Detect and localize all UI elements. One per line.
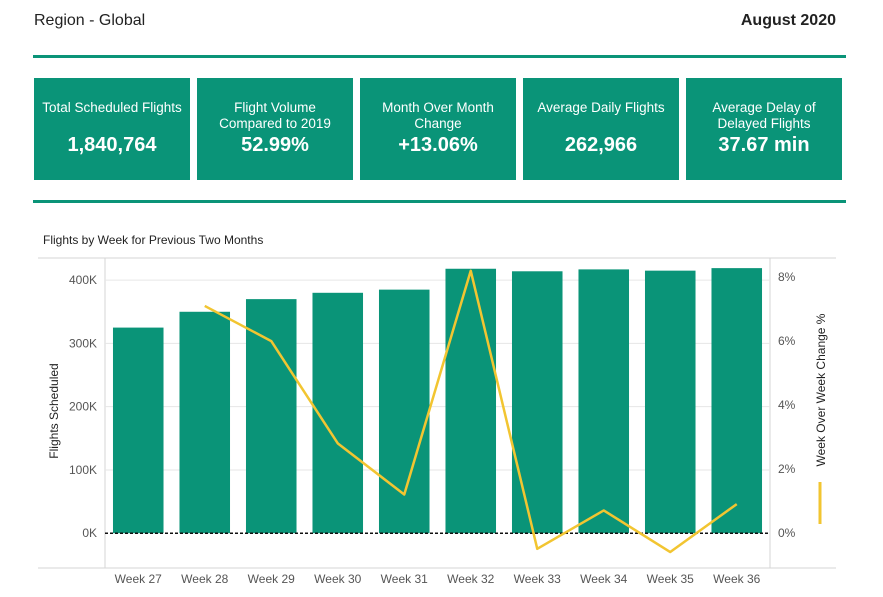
period-label: August 2020 (740, 12, 836, 29)
x-tick-label: Week 35 (647, 572, 694, 586)
y-tick-label: 200K (69, 400, 97, 414)
x-tick-label: Week 32 (447, 572, 494, 586)
y-tick-label: 100K (69, 463, 97, 477)
x-tick-label: Week 29 (248, 572, 295, 586)
bar (711, 268, 763, 534)
region-label: Region - Global (34, 12, 146, 29)
mid-divider (33, 200, 846, 203)
y-tick-label: 300K (69, 336, 97, 350)
y2-tick-label: 8% (778, 270, 796, 284)
bar (312, 292, 364, 534)
bar (112, 327, 164, 534)
x-tick-label: Week 30 (314, 572, 361, 586)
y2-tick-label: 6% (778, 334, 796, 348)
kpi-label: Month Over Month Change (382, 100, 494, 131)
x-tick-label: Week 27 (115, 572, 162, 586)
kpi-total-scheduled-flights: Total Scheduled Flights 1,840,764 (34, 78, 190, 180)
x-tick-label: Week 28 (181, 572, 228, 586)
y2-tick-label: 2% (778, 462, 796, 476)
kpi-average-delay: Average Delay of Delayed Flights 37.67 m… (686, 78, 842, 180)
kpi-value: 262,966 (564, 134, 638, 156)
kpi-average-daily-flights: Average Daily Flights 262,966 (523, 78, 679, 180)
bar (445, 268, 497, 534)
chart-title: Flights by Week for Previous Two Months (43, 233, 264, 247)
y-tick-label: 400K (69, 273, 97, 287)
y-tick-label: 0K (82, 526, 97, 540)
kpi-label: Total Scheduled Flights (42, 100, 182, 115)
kpi-value: +13.06% (398, 134, 478, 156)
kpi-value: 1,840,764 (67, 134, 157, 156)
x-tick-label: Week 31 (381, 572, 428, 586)
y2-tick-label: 0% (778, 526, 796, 540)
kpi-label: Average Delay of Delayed Flights (712, 100, 816, 131)
kpi-value: 52.99% (241, 134, 309, 156)
bar (511, 271, 563, 534)
bar (245, 299, 297, 534)
kpi-value: 37.67 min (718, 134, 810, 156)
kpi-label: Average Daily Flights (537, 100, 665, 115)
week-over-week-line (204, 269, 738, 554)
x-tick-label: Week 34 (580, 572, 627, 586)
x-tick-label: Week 33 (514, 572, 561, 586)
kpi-month-over-month: Month Over Month Change +13.06% (360, 78, 516, 180)
x-tick-label: Week 36 (713, 572, 760, 586)
y2-axis-title: Week Over Week Change % (814, 313, 828, 466)
bar (644, 270, 696, 534)
bar (578, 269, 630, 534)
kpi-label: Flight Volume Compared to 2019 (219, 100, 331, 131)
bar (179, 311, 231, 534)
y2-tick-label: 4% (778, 398, 796, 412)
kpi-flight-volume: Flight Volume Compared to 2019 52.99% (197, 78, 353, 180)
top-divider (33, 55, 846, 58)
bar (378, 289, 430, 534)
y-axis-title: Flights Scheduled (47, 363, 61, 458)
